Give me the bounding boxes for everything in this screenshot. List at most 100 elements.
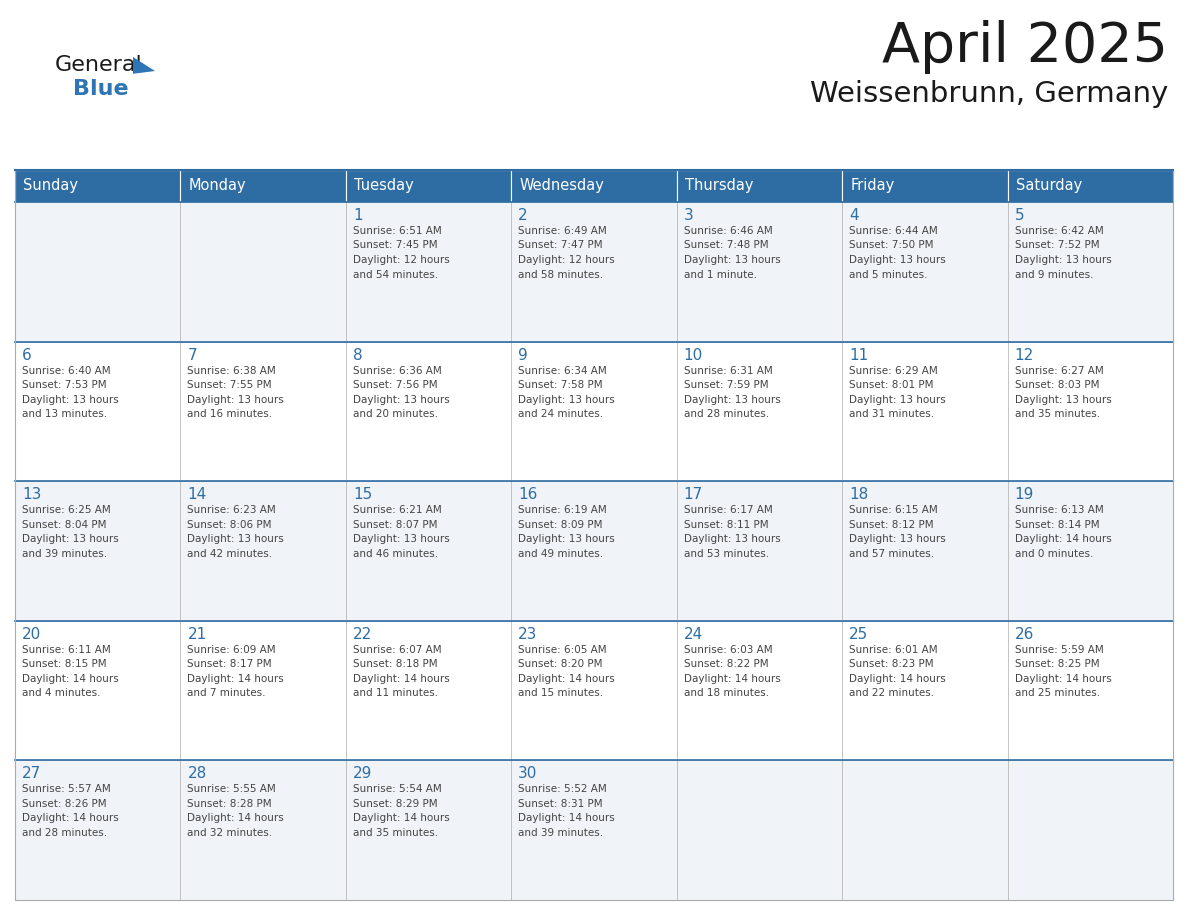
Bar <box>15 621 181 760</box>
Text: Sunset: 8:20 PM: Sunset: 8:20 PM <box>518 659 602 669</box>
Text: Daylight: 13 hours: Daylight: 13 hours <box>849 534 946 544</box>
Bar <box>511 621 677 760</box>
Text: and 32 minutes.: and 32 minutes. <box>188 828 272 838</box>
Text: Daylight: 13 hours: Daylight: 13 hours <box>353 395 449 405</box>
Bar <box>842 621 1007 760</box>
Text: and 57 minutes.: and 57 minutes. <box>849 549 934 559</box>
Text: Sunrise: 6:17 AM: Sunrise: 6:17 AM <box>684 505 772 515</box>
Bar <box>15 170 1173 900</box>
Text: Sunset: 7:52 PM: Sunset: 7:52 PM <box>1015 241 1099 251</box>
Text: Sunset: 7:45 PM: Sunset: 7:45 PM <box>353 241 437 251</box>
Text: Sunset: 8:01 PM: Sunset: 8:01 PM <box>849 380 934 390</box>
Bar <box>842 481 1007 621</box>
Text: Sunrise: 6:11 AM: Sunrise: 6:11 AM <box>23 644 110 655</box>
Text: Sunset: 8:06 PM: Sunset: 8:06 PM <box>188 520 272 530</box>
Text: Sunrise: 6:23 AM: Sunrise: 6:23 AM <box>188 505 276 515</box>
Text: and 42 minutes.: and 42 minutes. <box>188 549 272 559</box>
Text: 2: 2 <box>518 208 527 223</box>
Text: Monday: Monday <box>189 178 246 193</box>
Bar <box>677 760 842 900</box>
Bar <box>346 621 511 760</box>
Text: Sunrise: 6:01 AM: Sunrise: 6:01 AM <box>849 644 937 655</box>
Text: 13: 13 <box>23 487 42 502</box>
Text: Daylight: 13 hours: Daylight: 13 hours <box>1015 255 1111 265</box>
Text: Sunrise: 6:51 AM: Sunrise: 6:51 AM <box>353 226 442 236</box>
Text: and 7 minutes.: and 7 minutes. <box>188 688 266 699</box>
Text: Daylight: 12 hours: Daylight: 12 hours <box>518 255 615 265</box>
Text: Saturday: Saturday <box>1016 178 1082 193</box>
Text: 23: 23 <box>518 627 538 642</box>
Text: Wednesday: Wednesday <box>519 178 605 193</box>
Text: and 54 minutes.: and 54 minutes. <box>353 270 438 279</box>
Text: Daylight: 13 hours: Daylight: 13 hours <box>518 534 615 544</box>
Text: and 4 minutes.: and 4 minutes. <box>23 688 101 699</box>
Text: and 39 minutes.: and 39 minutes. <box>23 549 107 559</box>
Text: Sunset: 8:12 PM: Sunset: 8:12 PM <box>849 520 934 530</box>
Bar <box>842 341 1007 481</box>
Text: 3: 3 <box>684 208 694 223</box>
Text: Sunrise: 6:44 AM: Sunrise: 6:44 AM <box>849 226 937 236</box>
Bar <box>181 481 346 621</box>
Text: Sunrise: 6:42 AM: Sunrise: 6:42 AM <box>1015 226 1104 236</box>
Text: Daylight: 13 hours: Daylight: 13 hours <box>23 534 119 544</box>
Text: Daylight: 14 hours: Daylight: 14 hours <box>23 674 119 684</box>
Text: Friday: Friday <box>851 178 895 193</box>
Bar <box>181 760 346 900</box>
Text: Daylight: 14 hours: Daylight: 14 hours <box>518 813 615 823</box>
Bar <box>677 170 842 202</box>
Text: Daylight: 14 hours: Daylight: 14 hours <box>1015 534 1111 544</box>
Text: Daylight: 14 hours: Daylight: 14 hours <box>188 813 284 823</box>
Bar <box>1007 481 1173 621</box>
Text: 21: 21 <box>188 627 207 642</box>
Text: and 15 minutes.: and 15 minutes. <box>518 688 604 699</box>
Text: Sunset: 8:15 PM: Sunset: 8:15 PM <box>23 659 107 669</box>
Text: and 58 minutes.: and 58 minutes. <box>518 270 604 279</box>
Text: and 13 minutes.: and 13 minutes. <box>23 409 107 420</box>
Text: Sunset: 7:56 PM: Sunset: 7:56 PM <box>353 380 437 390</box>
Text: and 46 minutes.: and 46 minutes. <box>353 549 438 559</box>
Text: Daylight: 13 hours: Daylight: 13 hours <box>684 395 781 405</box>
Text: 27: 27 <box>23 767 42 781</box>
Bar <box>15 341 181 481</box>
Text: Daylight: 13 hours: Daylight: 13 hours <box>188 534 284 544</box>
Text: Daylight: 14 hours: Daylight: 14 hours <box>1015 674 1111 684</box>
Text: Sunrise: 6:31 AM: Sunrise: 6:31 AM <box>684 365 772 375</box>
Text: 22: 22 <box>353 627 372 642</box>
Text: Sunrise: 6:25 AM: Sunrise: 6:25 AM <box>23 505 110 515</box>
Text: Sunrise: 6:49 AM: Sunrise: 6:49 AM <box>518 226 607 236</box>
Text: Sunrise: 6:15 AM: Sunrise: 6:15 AM <box>849 505 937 515</box>
Text: Sunset: 8:04 PM: Sunset: 8:04 PM <box>23 520 107 530</box>
Text: Daylight: 13 hours: Daylight: 13 hours <box>684 534 781 544</box>
Bar <box>15 170 181 202</box>
Text: Sunset: 8:17 PM: Sunset: 8:17 PM <box>188 659 272 669</box>
Text: Sunset: 8:26 PM: Sunset: 8:26 PM <box>23 799 107 809</box>
Text: 29: 29 <box>353 767 372 781</box>
Bar <box>181 341 346 481</box>
Text: and 28 minutes.: and 28 minutes. <box>684 409 769 420</box>
Bar <box>511 202 677 341</box>
Text: Sunrise: 6:46 AM: Sunrise: 6:46 AM <box>684 226 772 236</box>
Text: and 9 minutes.: and 9 minutes. <box>1015 270 1093 279</box>
Text: Daylight: 13 hours: Daylight: 13 hours <box>518 395 615 405</box>
Text: 4: 4 <box>849 208 859 223</box>
Text: 30: 30 <box>518 767 538 781</box>
Text: 16: 16 <box>518 487 538 502</box>
Text: 20: 20 <box>23 627 42 642</box>
Text: 14: 14 <box>188 487 207 502</box>
Text: and 53 minutes.: and 53 minutes. <box>684 549 769 559</box>
Text: 19: 19 <box>1015 487 1034 502</box>
Text: Sunrise: 5:59 AM: Sunrise: 5:59 AM <box>1015 644 1104 655</box>
Text: Sunset: 8:14 PM: Sunset: 8:14 PM <box>1015 520 1099 530</box>
Text: 7: 7 <box>188 348 197 363</box>
Text: 8: 8 <box>353 348 362 363</box>
Text: 11: 11 <box>849 348 868 363</box>
Text: 9: 9 <box>518 348 527 363</box>
Bar <box>677 481 842 621</box>
Bar <box>511 760 677 900</box>
Text: General: General <box>55 55 143 75</box>
Text: Daylight: 13 hours: Daylight: 13 hours <box>1015 395 1111 405</box>
Text: Sunrise: 6:40 AM: Sunrise: 6:40 AM <box>23 365 110 375</box>
Text: Sunset: 7:48 PM: Sunset: 7:48 PM <box>684 241 769 251</box>
Text: 28: 28 <box>188 767 207 781</box>
Text: and 49 minutes.: and 49 minutes. <box>518 549 604 559</box>
